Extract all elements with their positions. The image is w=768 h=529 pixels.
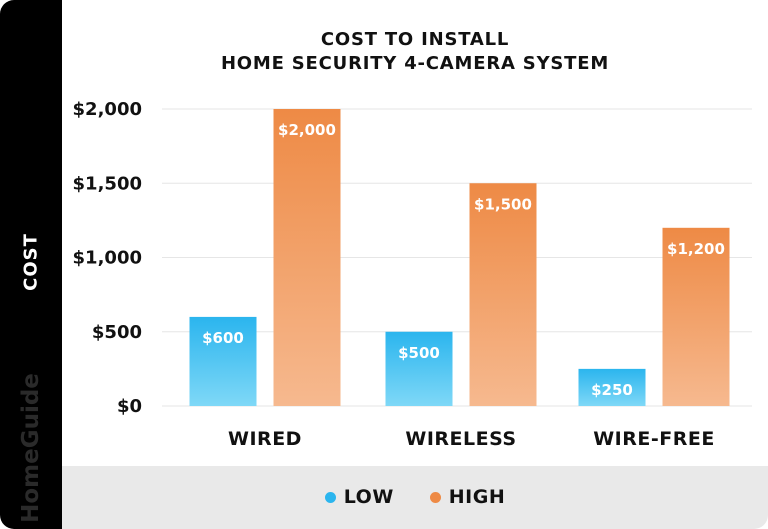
bar-chart: $600 $2,000 $500 $1,500 $250 $1,200 $0 $500 $1,… — [73, 99, 752, 450]
legend-label-low: LOW — [343, 486, 394, 508]
side-bar: COST HomeGuide — [0, 0, 62, 529]
legend-swatch-high — [429, 491, 441, 503]
bars — [189, 109, 730, 406]
category-label: WIRELESS — [405, 428, 516, 450]
legend-item-high: HIGH — [429, 486, 506, 508]
y-tick-label: $1,500 — [73, 173, 142, 194]
y-tick-label: $500 — [92, 322, 142, 343]
gridlines — [162, 108, 752, 407]
data-label: $2,000 — [278, 121, 336, 139]
legend-band: LOW HIGH — [62, 466, 768, 529]
category-label: WIRED — [228, 428, 302, 450]
y-tick-label: $2,000 — [73, 99, 142, 120]
category-label: WIRE-FREE — [593, 428, 715, 450]
chart-title-line1: COST TO INSTALL — [320, 29, 510, 50]
bar-low-1 — [385, 331, 453, 406]
legend-item-low: LOW — [324, 486, 394, 508]
legend-swatch-low — [324, 491, 336, 503]
data-label: $250 — [591, 381, 633, 399]
legend-label-high: HIGH — [448, 486, 506, 508]
data-label: $1,200 — [667, 240, 725, 258]
data-labels: $600 $2,000 $500 $1,500 $250 $1,200 — [202, 121, 725, 399]
data-label: $1,500 — [474, 195, 532, 213]
bar-high-1 — [469, 183, 537, 406]
chart-title-line2: HOME SECURITY 4-CAMERA SYSTEM — [220, 53, 610, 74]
bar-low-0 — [189, 316, 257, 406]
data-label: $500 — [398, 344, 440, 362]
legend: LOW HIGH — [62, 486, 768, 508]
y-axis-ticks: $0 $500 $1,000 $1,500 $2,000 — [73, 99, 142, 417]
x-axis-categories: WIRED WIRELESS WIRE-FREE — [228, 428, 715, 450]
y-tick-label: $0 — [117, 396, 142, 417]
data-label: $600 — [202, 329, 244, 347]
bar-low-2 — [578, 368, 646, 406]
bar-high-2 — [662, 227, 730, 406]
y-tick-label: $1,000 — [73, 248, 142, 269]
chart-title: COST TO INSTALL HOME SECURITY 4-CAMERA S… — [62, 28, 768, 76]
bar-high-0 — [273, 109, 341, 406]
